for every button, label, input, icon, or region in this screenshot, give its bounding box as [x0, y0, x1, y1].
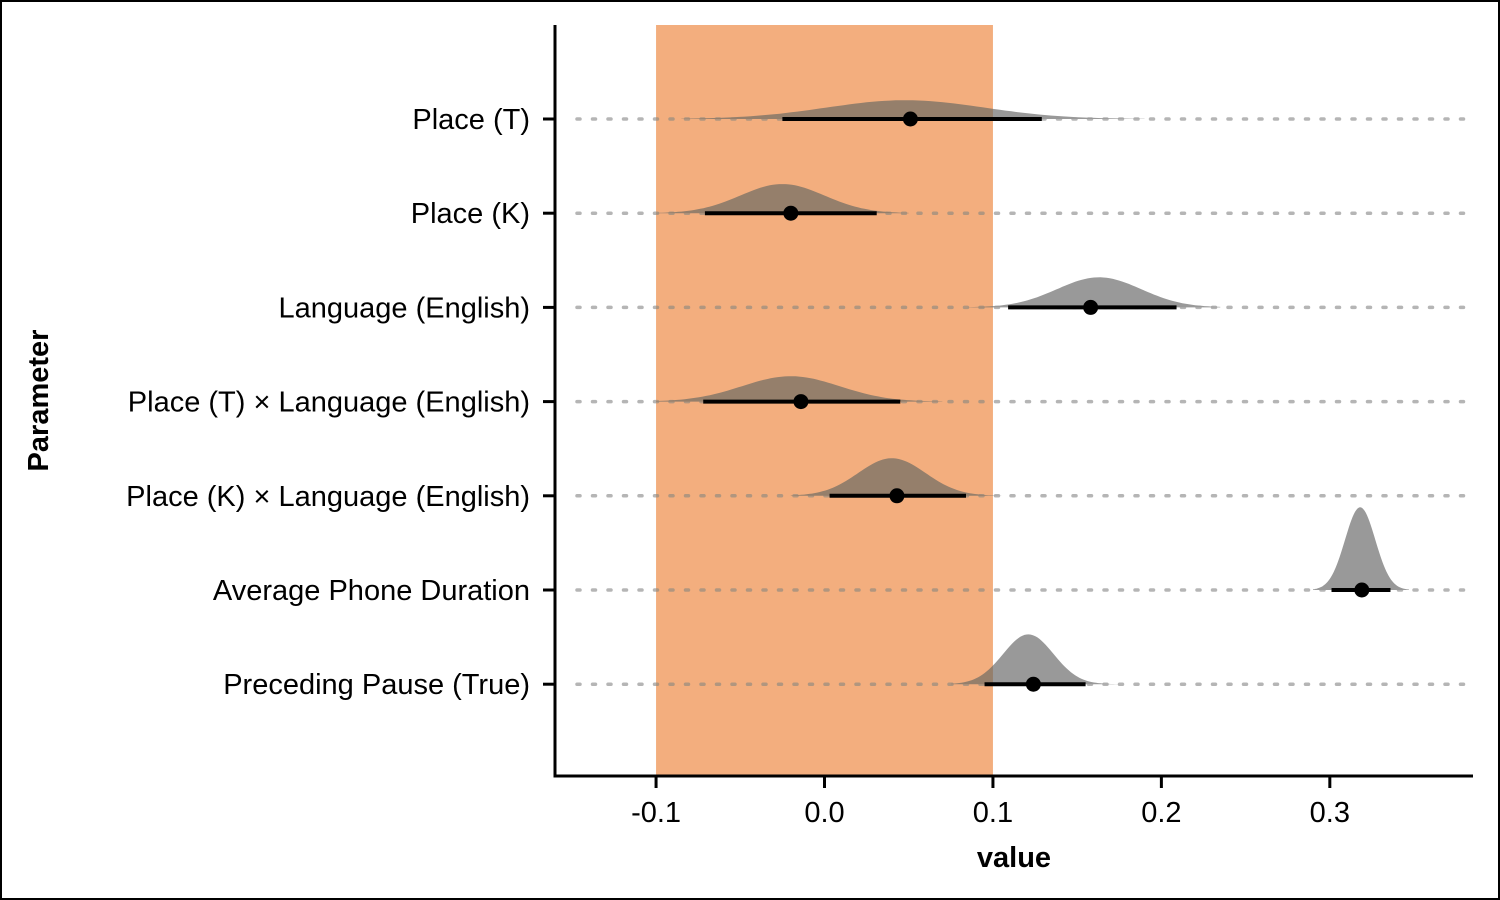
param-6-density: [1313, 507, 1409, 590]
y-axis-title: Parameter: [23, 330, 55, 472]
param-1-label: Place (T): [412, 104, 530, 136]
param-6-median-point: [1354, 582, 1370, 598]
param-3-density: [967, 277, 1221, 308]
x-tick-label-2: 0.0: [804, 797, 844, 829]
rope-overlay: [656, 25, 993, 776]
param-7-label: Preceding Pause (True): [223, 669, 530, 701]
param-4-label: Place (T) × Language (English): [128, 387, 530, 419]
x-tick-label-1: -0.1: [631, 797, 681, 829]
x-tick-label-4: 0.2: [1141, 797, 1181, 829]
x-tick-label-5: 0.3: [1310, 797, 1350, 829]
param-6-label: Average Phone Duration: [213, 575, 530, 607]
param-3-median-point: [1083, 299, 1099, 315]
param-7-median-point: [1025, 676, 1041, 692]
param-2-label: Place (K): [411, 198, 530, 230]
x-tick-label-3: 0.1: [973, 797, 1013, 829]
param-5-label: Place (K) × Language (English): [126, 481, 530, 513]
param-3-label: Language (English): [278, 292, 530, 324]
x-axis-title: value: [977, 842, 1051, 874]
